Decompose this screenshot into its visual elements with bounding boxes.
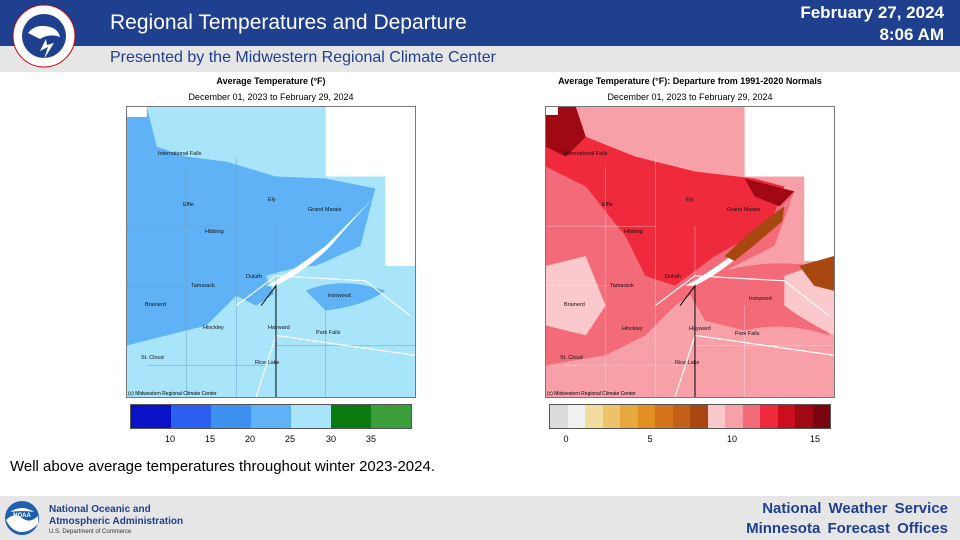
noaa-dept: U.S. Department of Commerce [49, 529, 132, 535]
city-label: Duluth [246, 274, 262, 280]
caption-text: Well above average temperatures througho… [10, 458, 435, 475]
city-label: Rice Lake [675, 360, 700, 366]
city-label: Ironwood [749, 296, 772, 302]
legend-swatch [567, 405, 585, 428]
legend-swatch [131, 405, 171, 428]
legend-tick: 0 [563, 434, 569, 444]
city-label: Rice Lake [255, 360, 280, 366]
city-label: Ely [268, 197, 276, 203]
legend-swatch [211, 405, 251, 428]
right-map [545, 106, 835, 398]
legend-swatch [371, 405, 411, 428]
legend-swatch [812, 405, 830, 428]
left-legend [130, 404, 412, 429]
subtitle-bar: Presented by the Midwestern Regional Cli… [0, 46, 960, 72]
legend-tick: 15 [204, 434, 216, 444]
legend-tick: 30 [325, 434, 337, 444]
right-legend [549, 404, 831, 429]
city-label: International Falls [564, 151, 608, 157]
legend-swatch [777, 405, 795, 428]
city-label: Duluth [665, 274, 681, 280]
left-map [126, 106, 416, 398]
legend-tick: 10 [726, 434, 738, 444]
city-label: Hinckley [203, 325, 224, 331]
page-title: Regional Temperatures and Departure [110, 11, 467, 34]
header-bar: Regional Temperatures and Departure Febr… [0, 0, 960, 46]
legend-swatch [620, 405, 638, 428]
legend-swatch [707, 405, 725, 428]
date-label: February 27, 2024 [800, 3, 944, 22]
city-label: St. Cloud [560, 355, 583, 361]
right-map-title: Average Temperature (°F): Departure from… [558, 76, 822, 86]
legend-tick: 15 [809, 434, 821, 444]
noaa-logo: NOAA [5, 501, 39, 535]
city-label: Tamarack [191, 283, 215, 289]
time-label: 8:06 AM [879, 25, 944, 44]
city-label: Hayward [689, 326, 711, 332]
legend-swatch [795, 405, 813, 428]
legend-swatch [251, 405, 291, 428]
right-map-credit: (c) Midwestern Regional Climate Center [547, 391, 636, 397]
legend-swatch [637, 405, 655, 428]
left-map-subtitle: December 01, 2023 to February 29, 2024 [188, 92, 354, 102]
legend-swatch [760, 405, 778, 428]
nws-footer-line2: Minnesota Forecast Offices [746, 520, 948, 537]
city-label: Effie [183, 202, 194, 208]
city-label: Grand Marais [727, 207, 761, 213]
left-map-credit: (c) Midwestern Regional Climate Center [128, 391, 217, 397]
city-label: Tamarack [610, 283, 634, 289]
city-label: International Falls [158, 151, 202, 157]
noaa-name-line1: National Oceanic and [49, 504, 151, 515]
nws-logo [12, 4, 76, 68]
legend-swatch [331, 405, 371, 428]
legend-tick: 25 [284, 434, 296, 444]
legend-swatch [550, 405, 568, 428]
legend-swatch [291, 405, 331, 428]
city-label: Park Falls [316, 330, 341, 336]
legend-swatch [655, 405, 673, 428]
legend-swatch [585, 405, 603, 428]
nws-footer: National Weather Service Minnesota Forec… [746, 499, 948, 539]
left-map-title: Average Temperature (°F) [216, 76, 326, 86]
city-label: Hibbing [205, 229, 224, 235]
legend-tick: 10 [164, 434, 176, 444]
legend-swatch [171, 405, 211, 428]
city-label: Hibbing [624, 229, 643, 235]
date-time: February 27, 2024 8:06 AM [800, 2, 944, 46]
legend-swatch [690, 405, 708, 428]
legend-swatch [742, 405, 760, 428]
city-label: Brainerd [564, 302, 585, 308]
city-label: Hayward [268, 325, 290, 331]
city-label: Ironwood [328, 293, 351, 299]
nws-footer-line1: National Weather Service [762, 500, 948, 517]
city-label: Hinckley [622, 326, 643, 332]
legend-swatch [602, 405, 620, 428]
footer-bar: NOAA National Oceanic and Atmospheric Ad… [0, 496, 960, 540]
city-label: Park Falls [735, 331, 760, 337]
city-label: Ely [686, 197, 694, 203]
city-label: St. Cloud [141, 355, 164, 361]
city-label: Brainerd [145, 302, 166, 308]
right-map-subtitle: December 01, 2023 to February 29, 2024 [607, 92, 773, 102]
noaa-name-line2: Atmospheric Administration [49, 516, 184, 527]
legend-tick: 20 [244, 434, 256, 444]
city-label: Grand Marais [308, 207, 342, 213]
noaa-name: National Oceanic and Atmospheric Adminis… [49, 504, 183, 528]
legend-swatch [672, 405, 690, 428]
legend-swatch [725, 405, 743, 428]
noaa-logo-text: NOAA [13, 513, 31, 519]
page-subtitle: Presented by the Midwestern Regional Cli… [110, 49, 496, 66]
city-label: Effie [602, 202, 613, 208]
legend-tick: 5 [647, 434, 653, 444]
legend-tick: 35 [365, 434, 377, 444]
